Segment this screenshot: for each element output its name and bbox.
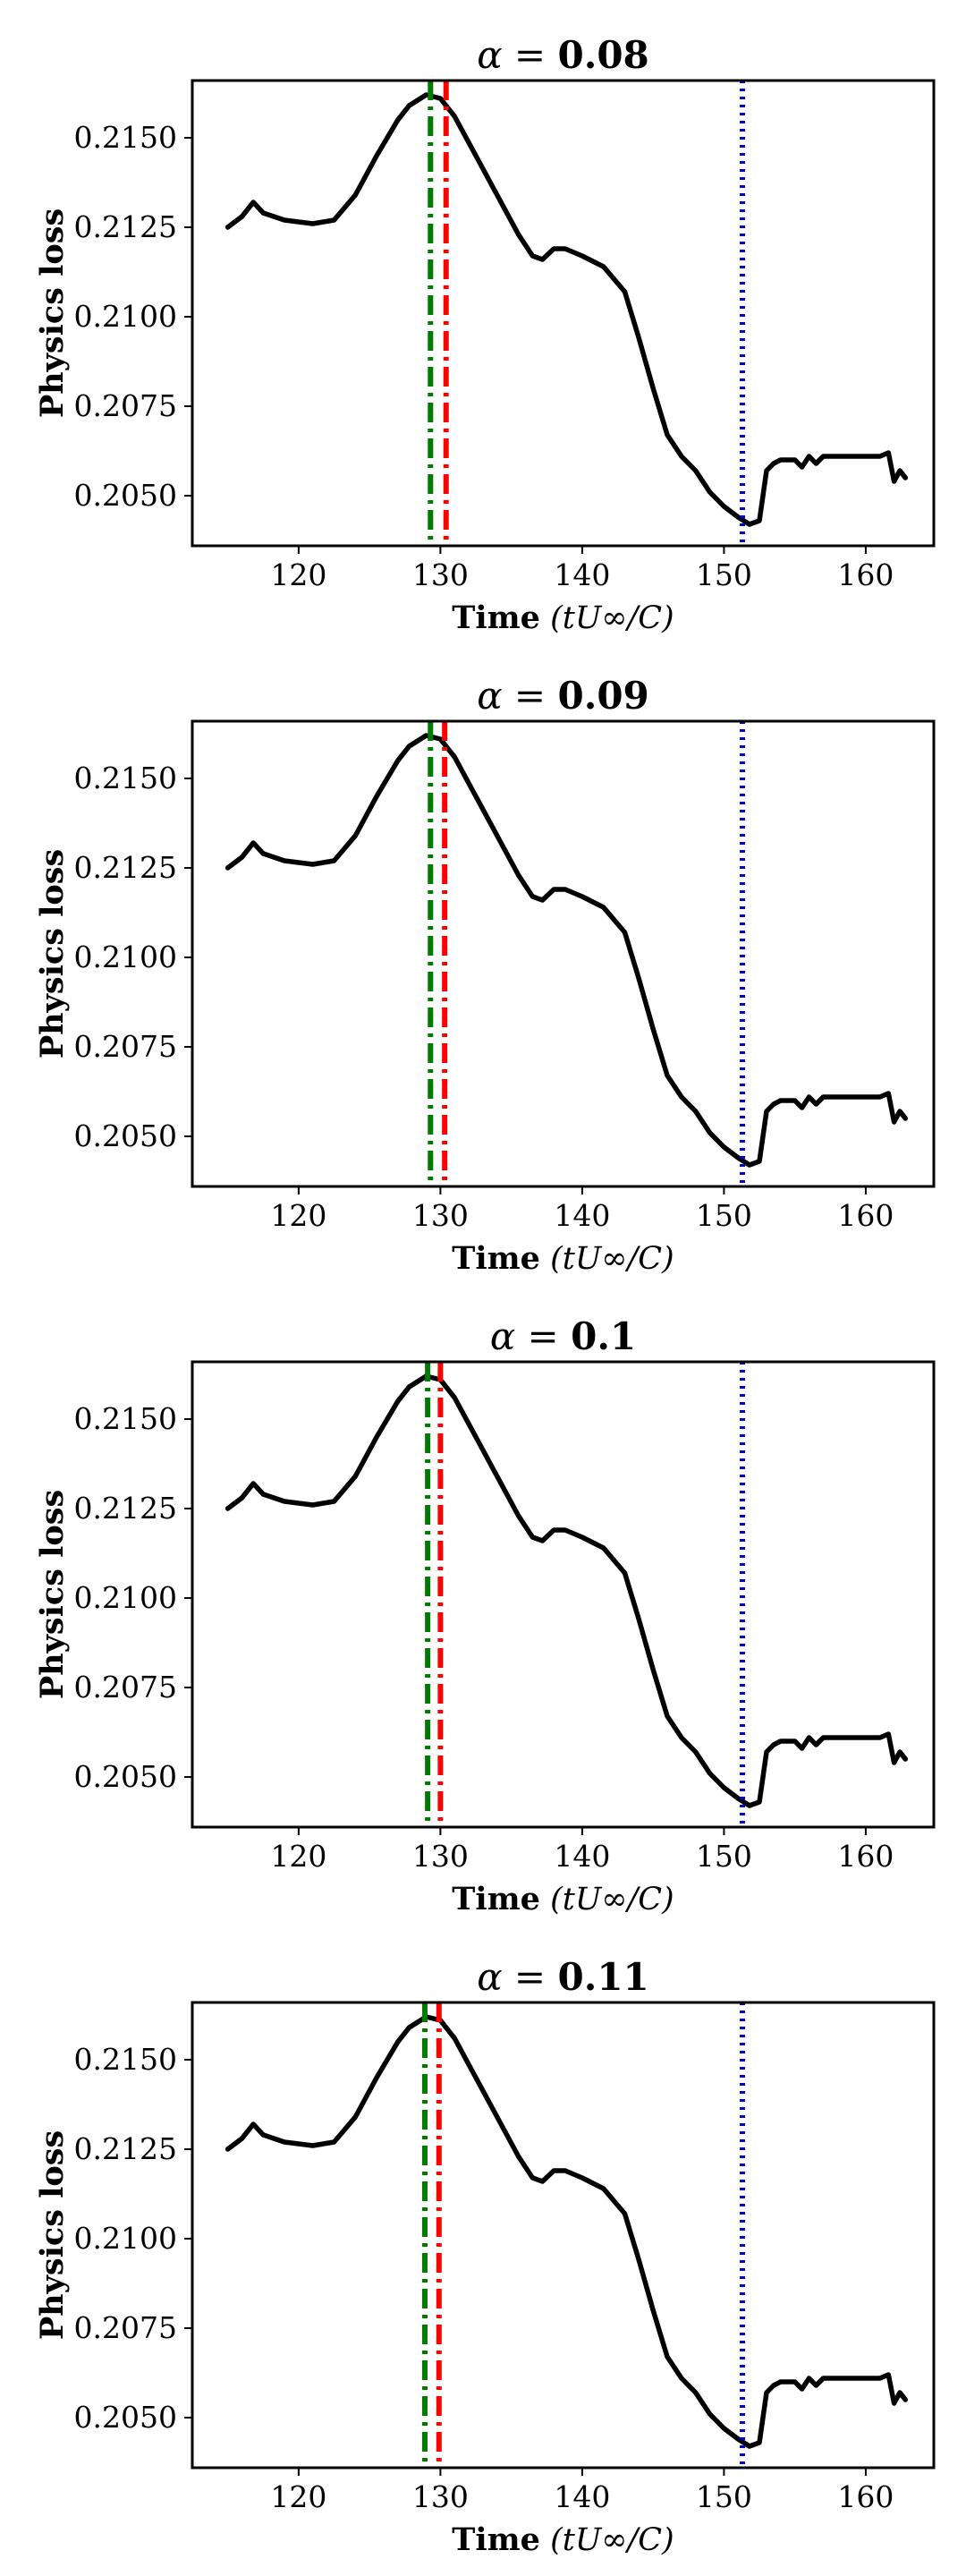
x-tick-label: 120 [270,2479,326,2514]
x-axis-label-main: Time [452,1881,540,1917]
x-axis-label-unit: (tU∞/C) [550,1882,674,1917]
title-equals: = [503,33,558,77]
title-symbol: α [477,1955,502,1999]
plot-frame [191,719,936,1188]
x-tick-label: 120 [270,557,326,592]
y-axis-label: Physics loss [34,1490,71,1699]
x-tick-label: 140 [554,557,610,592]
x-tick-label: 160 [837,1839,894,1874]
x-axis-label-unit: (tU∞/C) [550,1241,674,1277]
x-tick-label: 130 [412,557,469,592]
y-tick-label: 0.2125 [74,2131,177,2166]
chart-title: α = 0.09 [477,674,649,718]
title-equals: = [503,1955,558,1999]
y-tick-label: 0.2125 [74,1491,177,1526]
title-symbol: α [477,33,502,77]
y-tick-label: 0.2075 [74,388,177,423]
x-axis-label-main: Time [452,2521,540,2558]
plot-frame [191,2001,936,2470]
x-axis-label-space [540,600,550,636]
x-tick-label: 160 [837,557,894,592]
title-symbol: α [477,674,502,718]
y-tick-label: 0.2100 [74,1580,177,1615]
x-tick-label: 140 [554,1839,610,1874]
x-tick-label: 130 [412,2479,469,2514]
plot-frame [191,1360,936,1829]
x-axis-label-space [540,1882,550,1917]
y-tick-label: 0.2050 [74,2400,177,2435]
x-tick-label: 150 [696,2479,752,2514]
y-tick-label: 0.2125 [74,209,177,244]
chart-title: α = 0.11 [477,1955,649,1999]
title-value: 0.11 [557,1955,648,1999]
physics-loss-line [225,2014,909,2449]
physics-loss-line [225,1373,909,1808]
title-value: 0.09 [557,674,648,718]
x-axis-label-unit: (tU∞/C) [550,600,674,636]
y-tick-label: 0.2150 [74,1401,177,1436]
y-tick-label: 0.2050 [74,1759,177,1794]
x-axis-label-space [540,2522,550,2558]
y-tick-label: 0.2100 [74,2221,177,2256]
x-tick-label: 150 [696,557,752,592]
title-value: 0.08 [557,33,648,77]
y-tick-label: 0.2100 [74,939,177,974]
x-tick-label: 140 [554,1198,610,1233]
y-tick-label: 0.2075 [74,1670,177,1705]
title-symbol: α [490,1314,515,1358]
title-equals: = [503,674,558,718]
title-value: 0.1 [571,1314,636,1358]
y-tick-label: 0.2050 [74,1118,177,1153]
y-tick-label: 0.2075 [74,2310,177,2345]
x-axis-label: Time (tU∞/C) [452,2521,674,2558]
x-tick-label: 140 [554,2479,610,2514]
chart-panel-3: α = 0.1 120 130 140 150 160 0.2050 0.2075 0.2100… [34,1314,936,1917]
chart-panel-2: α = 0.09 120 130 140 150 160 0.2050 0.2075 0.210… [34,674,936,1277]
x-tick-label: 150 [696,1839,752,1874]
physics-loss-line [225,733,909,1168]
y-tick-label: 0.2125 [74,850,177,885]
y-tick-label: 0.2075 [74,1029,177,1064]
x-axis-label: Time (tU∞/C) [452,599,674,636]
plot-frame [191,79,936,548]
y-axis-label: Physics loss [34,849,71,1058]
x-tick-label: 150 [696,1198,752,1233]
y-tick-label: 0.2150 [74,761,177,795]
x-tick-label: 120 [270,1198,326,1233]
y-axis-label: Physics loss [34,2130,71,2340]
x-tick-label: 120 [270,1839,326,1874]
x-axis-label-unit: (tU∞/C) [550,2522,674,2558]
x-tick-label: 130 [412,1198,469,1233]
y-axis-label: Physics loss [34,208,71,418]
x-axis-label: Time (tU∞/C) [452,1881,674,1917]
x-axis-label-space [540,1241,550,1277]
x-axis-label-main: Time [452,1240,540,1277]
x-tick-label: 160 [837,2479,894,2514]
x-axis-label-main: Time [452,599,540,636]
x-axis-label: Time (tU∞/C) [452,1240,674,1277]
chart-title: α = 0.08 [477,33,649,77]
physics-loss-line [225,92,909,527]
chart-panel-1: α = 0.08 120 130 140 150 160 0.2050 0.2075 0.210… [34,33,936,636]
x-tick-label: 160 [837,1198,894,1233]
x-tick-label: 130 [412,1839,469,1874]
title-equals: = [515,1314,571,1358]
y-tick-label: 0.2050 [74,478,177,513]
y-tick-label: 0.2150 [74,120,177,155]
y-tick-label: 0.2100 [74,299,177,334]
y-tick-label: 0.2150 [74,2042,177,2077]
chart-panel-4: α = 0.11 120 130 140 150 160 0.2050 0.2075 0.210… [34,1955,936,2558]
chart-title: α = 0.1 [490,1314,636,1358]
